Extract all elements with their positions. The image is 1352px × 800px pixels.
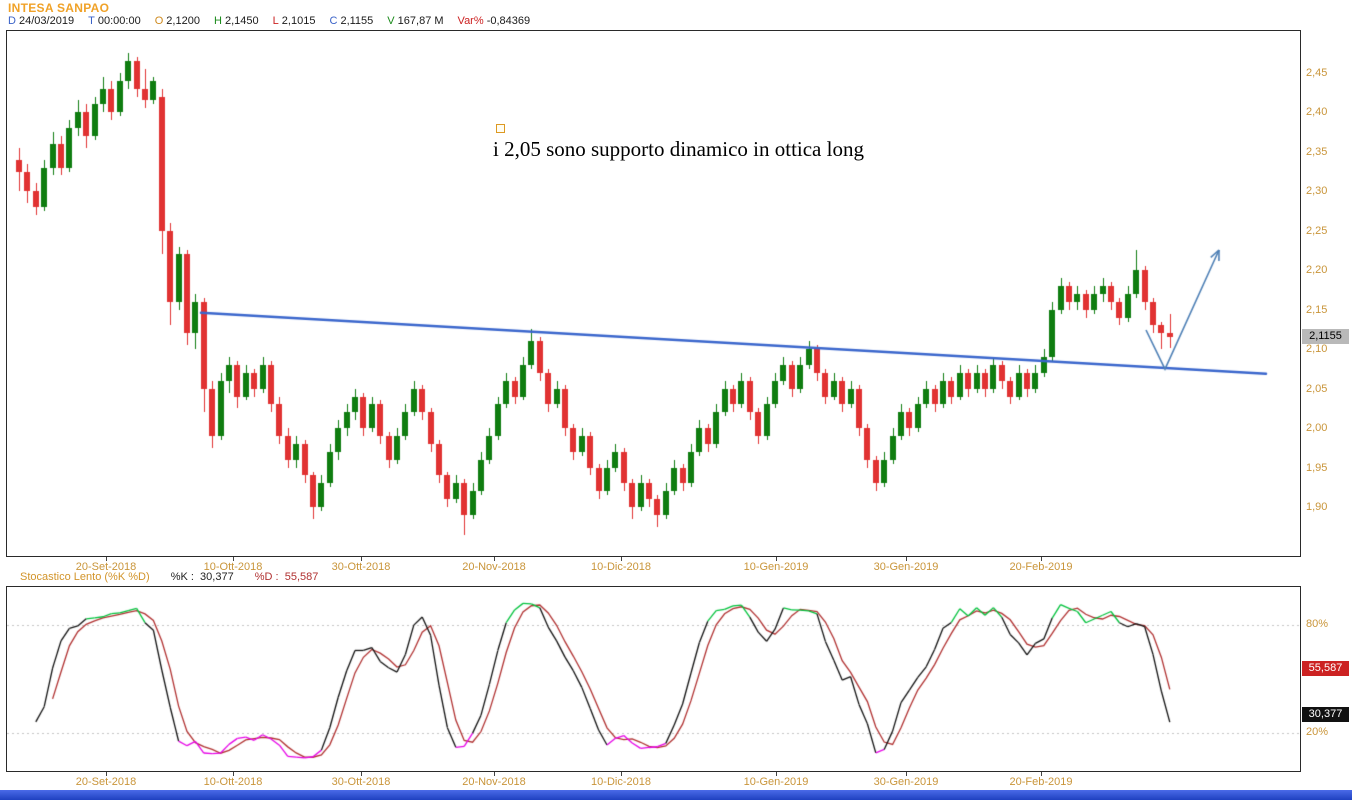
ohlc-info-bar: D 24/03/2019 T 00:00:00 O 2,1200 H 2,1450 L …	[8, 15, 544, 27]
price-tick-label: 2,45	[1306, 66, 1328, 79]
price-tick-label: 2,25	[1306, 224, 1328, 237]
info-field-volume: V 167,87 M	[387, 15, 444, 27]
price-tick-label: 1,95	[1306, 461, 1328, 474]
date-tick-label: 20-Nov-2018	[462, 776, 526, 788]
info-field-close: C 2,1155	[329, 15, 374, 27]
instrument-title: INTESA SANPAO	[8, 1, 110, 15]
price-tick-label: 2,20	[1306, 264, 1328, 277]
price-tick-label: 2,00	[1306, 422, 1328, 435]
price-chart-canvas[interactable]	[7, 31, 1300, 556]
date-tick-label: 10-Gen-2019	[743, 561, 809, 573]
price-tick-label: 2,40	[1306, 106, 1328, 119]
price-chart-panel[interactable]: i 2,05 sono supporto dinamico in ottica …	[6, 30, 1301, 557]
info-field-time: T 00:00:00	[88, 15, 141, 27]
indicator-d-value: 55,587	[284, 571, 319, 583]
stoch-k-value-box: 30,377	[1302, 706, 1349, 722]
info-field-high: H 2,1450	[213, 15, 259, 27]
annotation-anchor-square[interactable]	[496, 124, 505, 133]
last-price-box: 2,1155	[1302, 329, 1349, 345]
price-tick-label: 2,30	[1306, 185, 1328, 198]
info-field-date: D 24/03/2019	[8, 15, 75, 27]
date-tick-label: 20-Feb-2019	[1009, 776, 1073, 788]
indicator-k-readout: %K : 30,377	[171, 571, 234, 583]
indicator-d-label: %D :	[254, 571, 279, 583]
price-tick-label: 2,10	[1306, 343, 1328, 356]
date-tick-label: 10-Ott-2018	[203, 776, 263, 788]
date-tick-label: 30-Ott-2018	[331, 776, 391, 788]
date-tick-label: 20-Set-2018	[75, 776, 137, 788]
date-tick-label: 10-Gen-2019	[743, 776, 809, 788]
date-tick-label: 10-Ott-2018	[203, 561, 263, 573]
indicator-header: Stocastico Lento (%K %D) %K : 30,377 %D …	[20, 571, 318, 583]
stoch-d-value-box: 55,587	[1302, 661, 1349, 677]
date-tick-label: 30-Ott-2018	[331, 561, 391, 573]
stoch-level-label: 80%	[1306, 618, 1329, 630]
date-tick-label: 20-Nov-2018	[462, 561, 526, 573]
stoch-canvas[interactable]	[7, 587, 1300, 771]
price-tick-label: 2,15	[1306, 303, 1328, 316]
price-axis[interactable]: 2,45 2,40 2,35 2,30 2,25 2,20 2,15 2,10 2,05 2,00…	[1303, 30, 1352, 557]
chart-annotation-text[interactable]: i 2,05 sono supporto dinamico in ottica …	[493, 137, 864, 161]
info-field-low: L 2,1015	[272, 15, 316, 27]
indicator-name: Stocastico Lento (%K %D)	[20, 571, 150, 583]
date-tick-label: 20-Feb-2019	[1009, 561, 1073, 573]
date-tick-label: 30-Gen-2019	[873, 776, 939, 788]
stoch-level-label: 20%	[1306, 726, 1329, 738]
info-field-open: O 2,1200	[154, 15, 200, 27]
date-axis-main[interactable]: 20-Set-2018 10-Ott-2018 30-Ott-2018 20-Nov-…	[6, 557, 1301, 573]
info-field-var_pct: Var% -0,84369	[457, 15, 531, 27]
date-tick-label: 10-Dic-2018	[591, 561, 651, 573]
date-tick-label: 10-Dic-2018	[591, 776, 651, 788]
date-tick-label: 20-Set-2018	[75, 561, 137, 573]
price-tick-label: 2,05	[1306, 382, 1328, 395]
price-tick-label: 1,90	[1306, 501, 1328, 514]
indicator-d-readout: %D : 55,587	[255, 571, 319, 583]
taskbar-edge	[0, 790, 1352, 800]
date-tick-label: 30-Gen-2019	[873, 561, 939, 573]
stochastic-panel[interactable]	[6, 586, 1301, 772]
indicator-k-value: 30,377	[200, 571, 234, 583]
date-axis-stoch[interactable]: 20-Set-2018 10-Ott-2018 30-Ott-2018 20-Nov-…	[6, 772, 1301, 788]
stoch-axis[interactable]: 80% 20%	[1303, 586, 1352, 772]
price-tick-label: 2,35	[1306, 145, 1328, 158]
indicator-k-label: %K :	[170, 571, 194, 583]
